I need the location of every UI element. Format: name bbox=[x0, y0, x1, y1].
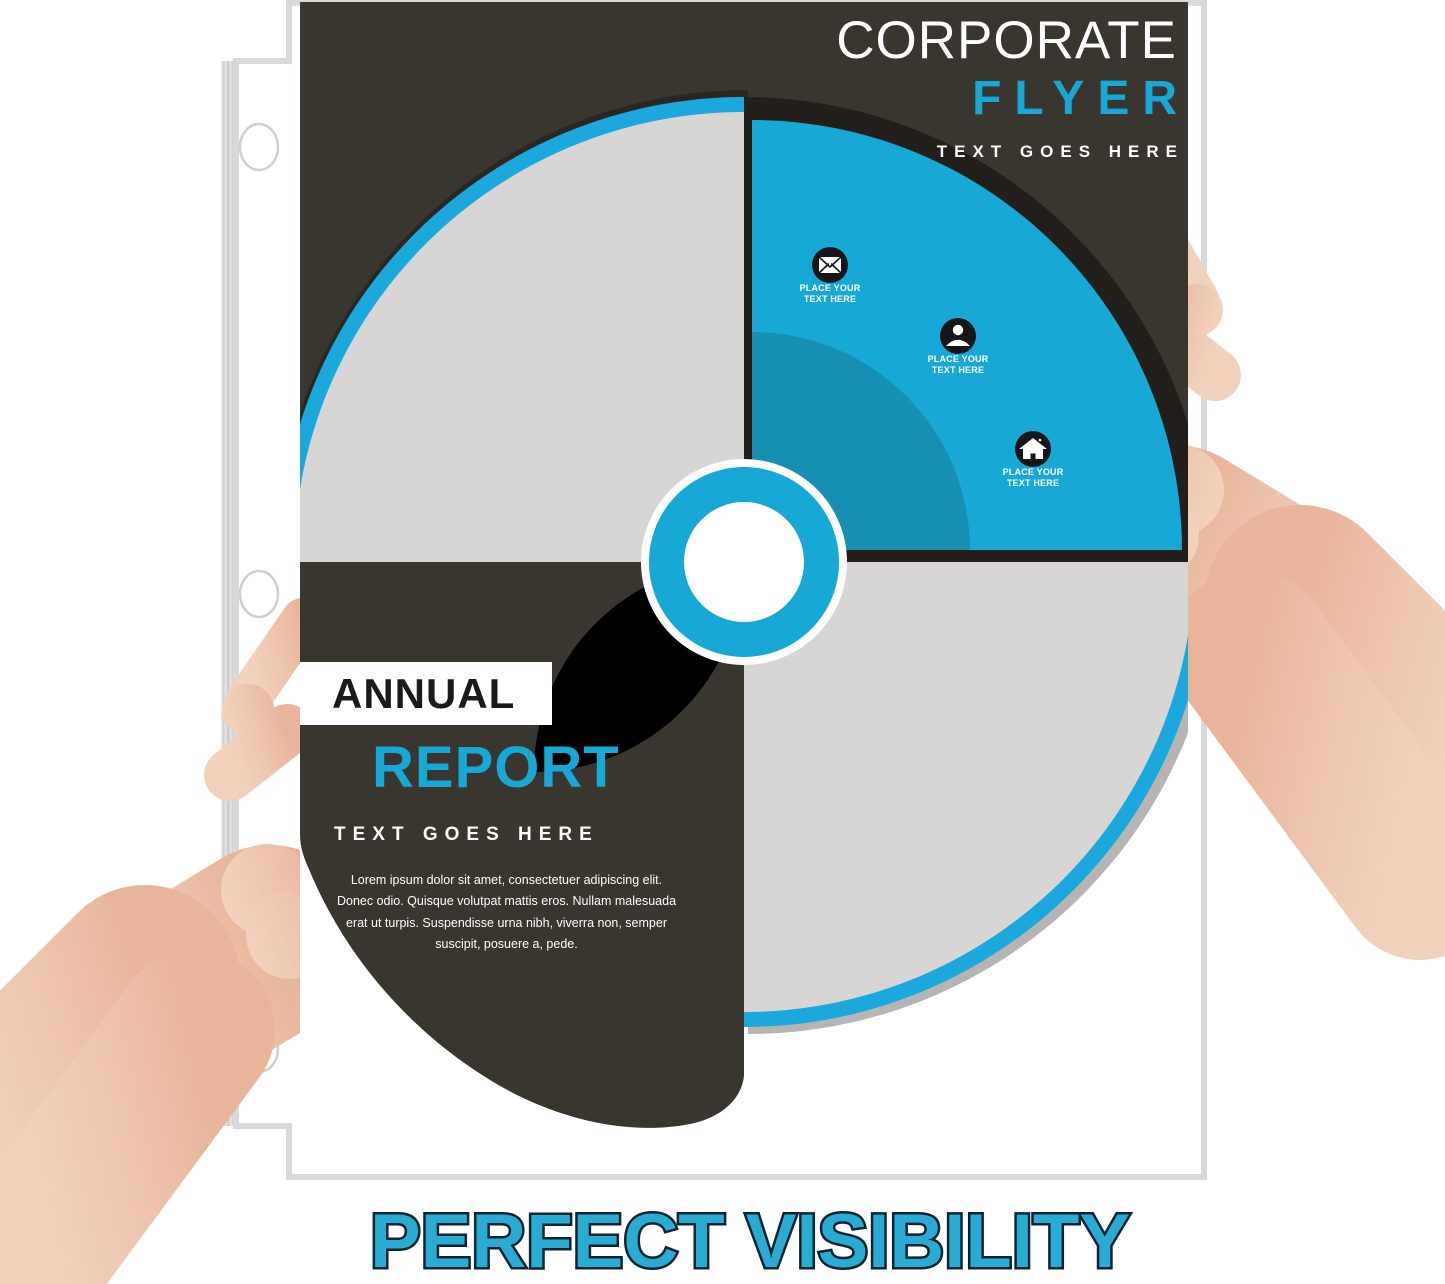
svg-text:TEXT HERE: TEXT HERE bbox=[932, 365, 984, 375]
svg-text:PLACE YOUR: PLACE YOUR bbox=[928, 354, 989, 364]
svg-text:TEXT HERE: TEXT HERE bbox=[804, 294, 856, 304]
svg-text:PLACE YOUR: PLACE YOUR bbox=[1003, 467, 1064, 477]
svg-text:TEXT HERE: TEXT HERE bbox=[1007, 478, 1059, 488]
svg-text:PLACE YOUR: PLACE YOUR bbox=[800, 283, 861, 293]
